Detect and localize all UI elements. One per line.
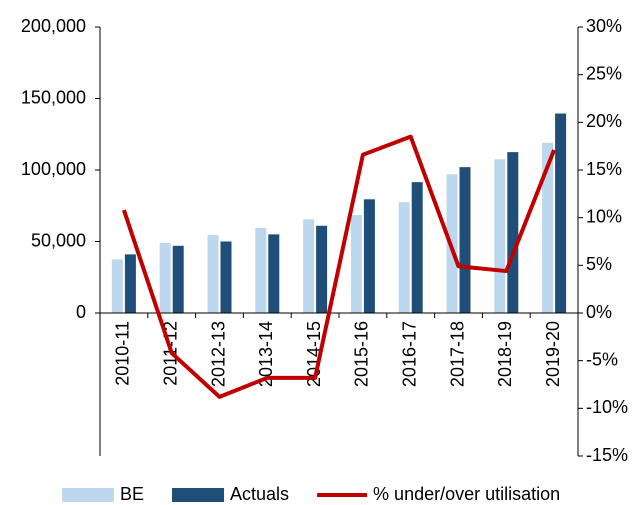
x-tick-label: 2012-13 xyxy=(208,321,228,387)
x-tick-label: 2015-16 xyxy=(352,321,372,387)
y-tick-label: 0 xyxy=(76,302,86,322)
bar xyxy=(542,142,554,313)
y2-tick-label: -5% xyxy=(586,349,618,369)
x-tick-label: 2019-20 xyxy=(543,321,563,387)
y2-tick-label: 0% xyxy=(586,302,612,322)
bar xyxy=(507,152,519,313)
x-tick-label: 2018-19 xyxy=(495,321,515,387)
bar xyxy=(303,219,315,313)
x-tick-label: 2014-15 xyxy=(304,321,324,387)
y2-tick-label: 20% xyxy=(586,111,622,131)
bar xyxy=(172,245,184,313)
x-tick-label: 2017-18 xyxy=(447,321,467,387)
bar xyxy=(255,227,267,313)
bar xyxy=(494,159,506,313)
bar xyxy=(555,113,567,313)
y-tick-label: 150,000 xyxy=(21,87,86,107)
legend-label: % under/over utilisation xyxy=(373,484,560,504)
bar xyxy=(363,199,375,313)
bar xyxy=(459,167,471,313)
y2-tick-label: 15% xyxy=(586,159,622,179)
y2-tick-label: 5% xyxy=(586,254,612,274)
y2-tick-label: -10% xyxy=(586,397,628,417)
bar xyxy=(398,202,410,313)
bar xyxy=(207,235,219,313)
bar xyxy=(124,254,136,313)
legend-swatch xyxy=(172,488,225,502)
y2-tick-label: -15% xyxy=(586,445,628,465)
bar xyxy=(268,234,280,313)
bar xyxy=(111,259,123,313)
bar xyxy=(220,241,232,313)
y2-tick-label: 25% xyxy=(586,63,622,83)
y-tick-label: 100,000 xyxy=(21,159,86,179)
x-tick-label: 2013-14 xyxy=(256,321,276,387)
y2-tick-label: 30% xyxy=(586,16,622,36)
legend-label: Actuals xyxy=(230,484,289,504)
x-tick-label: 2016-17 xyxy=(399,321,419,387)
bar xyxy=(411,182,423,313)
y2-tick-label: 10% xyxy=(586,206,622,226)
bar xyxy=(350,215,362,313)
y-tick-label: 200,000 xyxy=(21,16,86,36)
y-tick-label: 50,000 xyxy=(31,230,86,250)
x-tick-label: 2010-11 xyxy=(113,321,133,386)
bar xyxy=(159,242,171,313)
bar xyxy=(316,225,328,313)
legend-swatch xyxy=(62,488,114,502)
line xyxy=(122,134,556,399)
legend-label: BE xyxy=(120,484,144,504)
